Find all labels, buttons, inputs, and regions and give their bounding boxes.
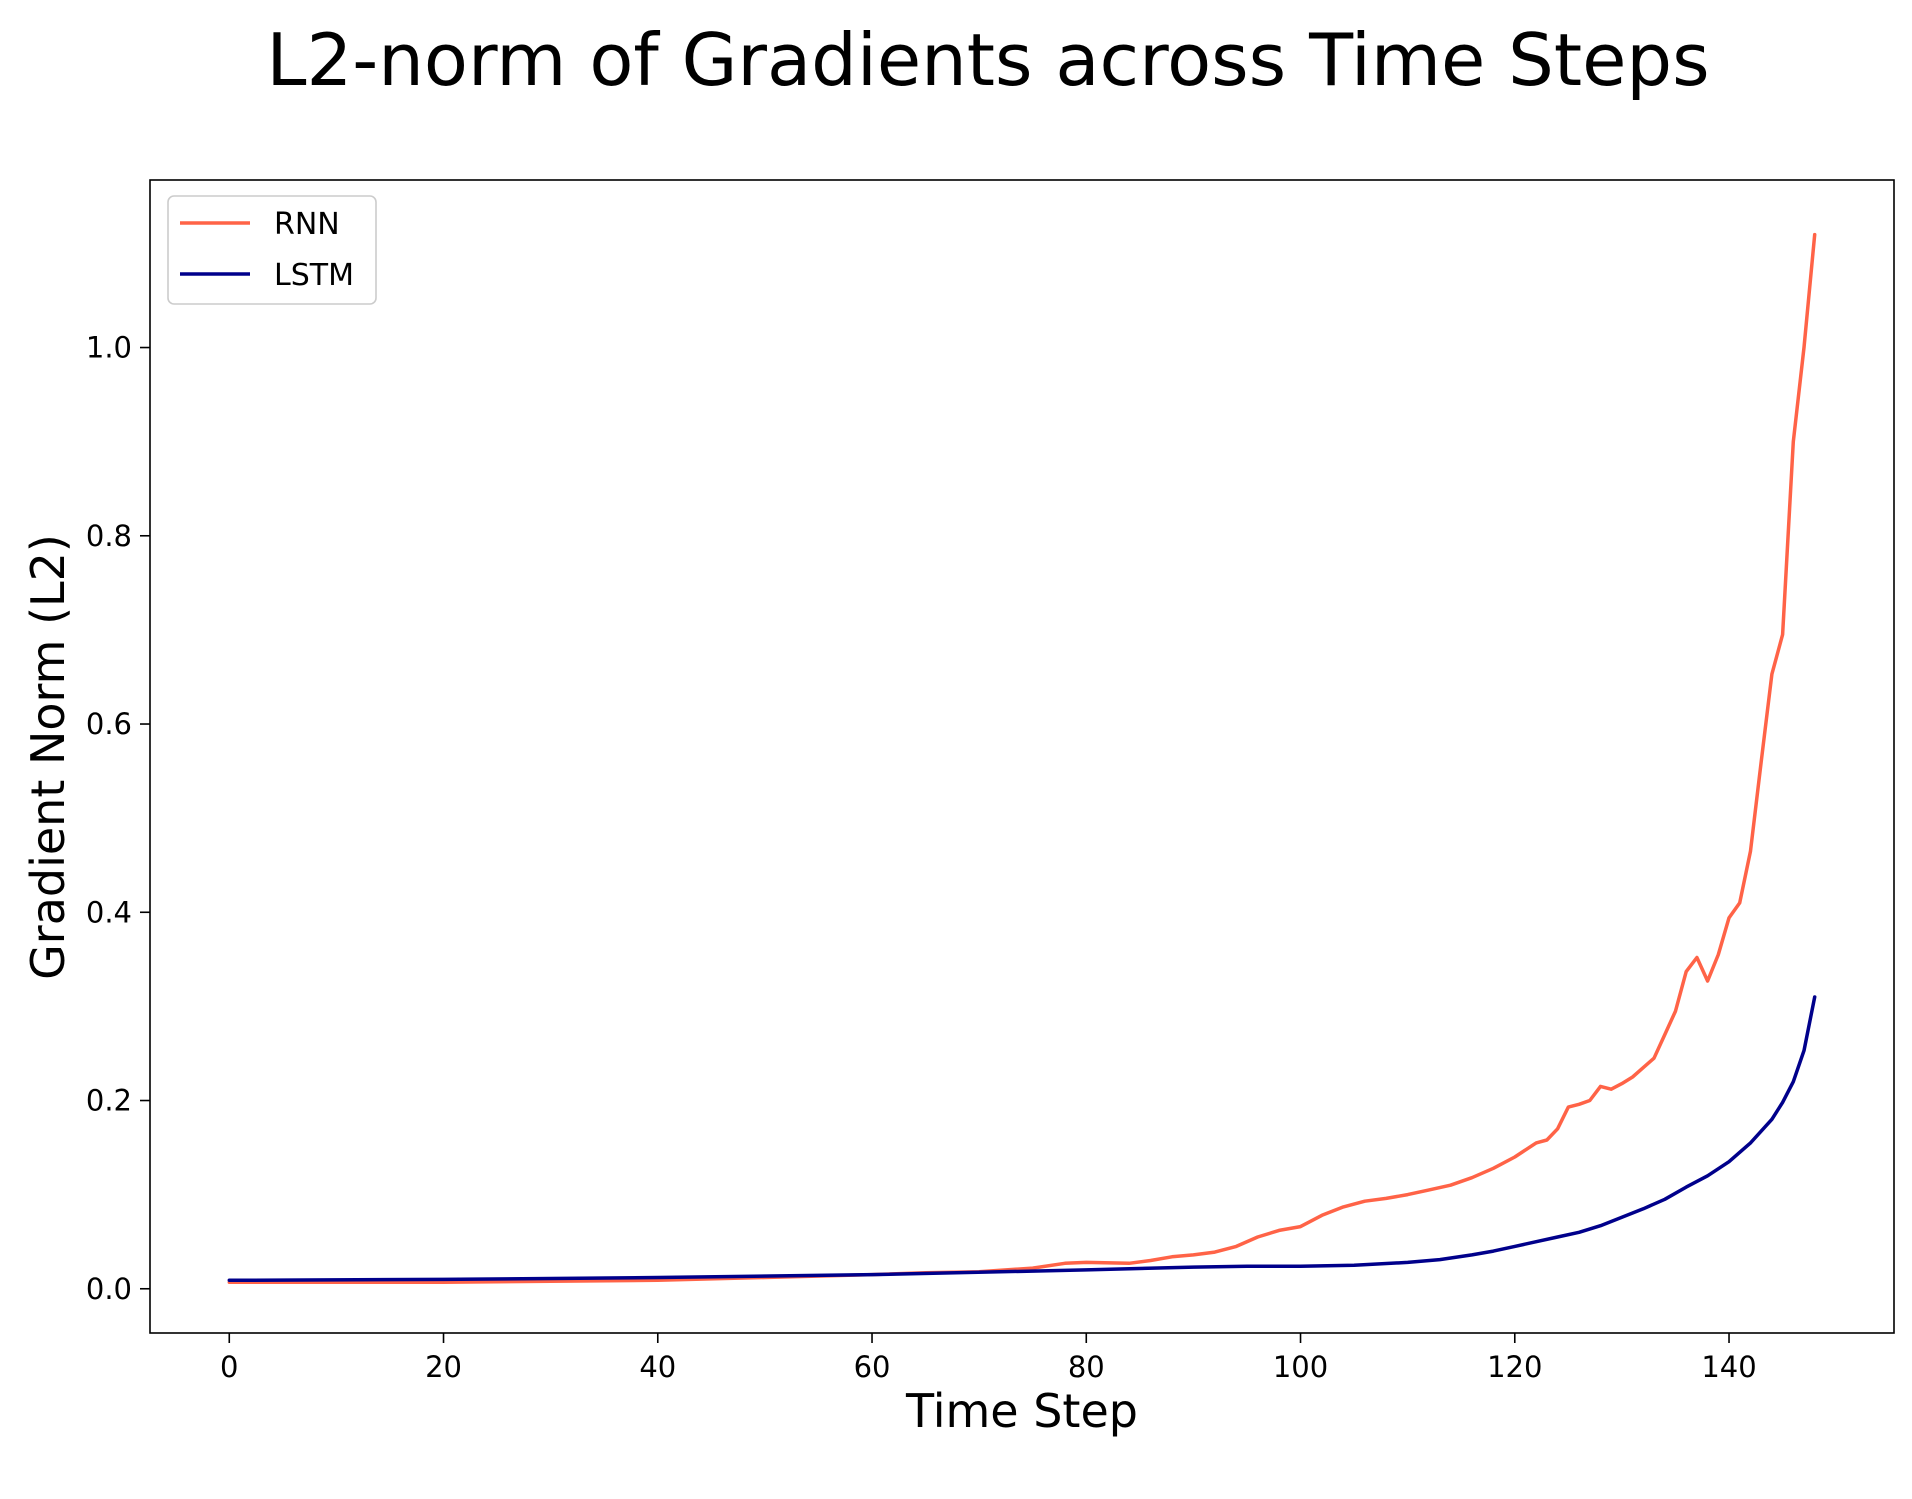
series-layer xyxy=(227,232,1817,1284)
series-line-lstm xyxy=(227,995,1817,1283)
x-tick-label: 100 xyxy=(1273,1350,1328,1384)
x-tick-label: 0 xyxy=(220,1350,238,1384)
plot-area xyxy=(150,180,1894,1333)
y-tick-label: 0.0 xyxy=(86,1272,132,1306)
x-tick-label: 20 xyxy=(425,1350,462,1384)
x-tick-label: 80 xyxy=(1068,1350,1105,1384)
y-axis-label: Gradient Norm (L2) xyxy=(21,534,75,980)
legend-label-lstm: LSTM xyxy=(274,258,354,293)
x-tick-label: 120 xyxy=(1487,1350,1542,1384)
y-axis-ticks: 0.0 0.2 0.4 0.6 0.8 1.0 xyxy=(86,331,150,1306)
y-tick-label: 0.4 xyxy=(86,895,132,929)
legend-label-rnn: RNN xyxy=(274,207,340,242)
x-axis-ticks: 0 20 40 60 80 100 120 140 xyxy=(220,1333,1757,1384)
y-tick-label: 0.6 xyxy=(86,707,132,741)
x-axis-label: Time Step xyxy=(905,1384,1138,1438)
legend: RNN LSTM xyxy=(167,195,377,305)
y-tick-label: 1.0 xyxy=(86,331,132,365)
series-line-rnn xyxy=(227,232,1817,1284)
y-tick-label: 0.8 xyxy=(86,519,132,553)
plot-frame xyxy=(149,179,1895,1334)
y-tick-label: 0.2 xyxy=(86,1084,132,1118)
x-tick-label: 40 xyxy=(639,1350,676,1384)
chart-title: L2-norm of Gradients across Time Steps xyxy=(266,18,1709,102)
x-tick-label: 60 xyxy=(854,1350,891,1384)
x-tick-label: 140 xyxy=(1701,1350,1756,1384)
